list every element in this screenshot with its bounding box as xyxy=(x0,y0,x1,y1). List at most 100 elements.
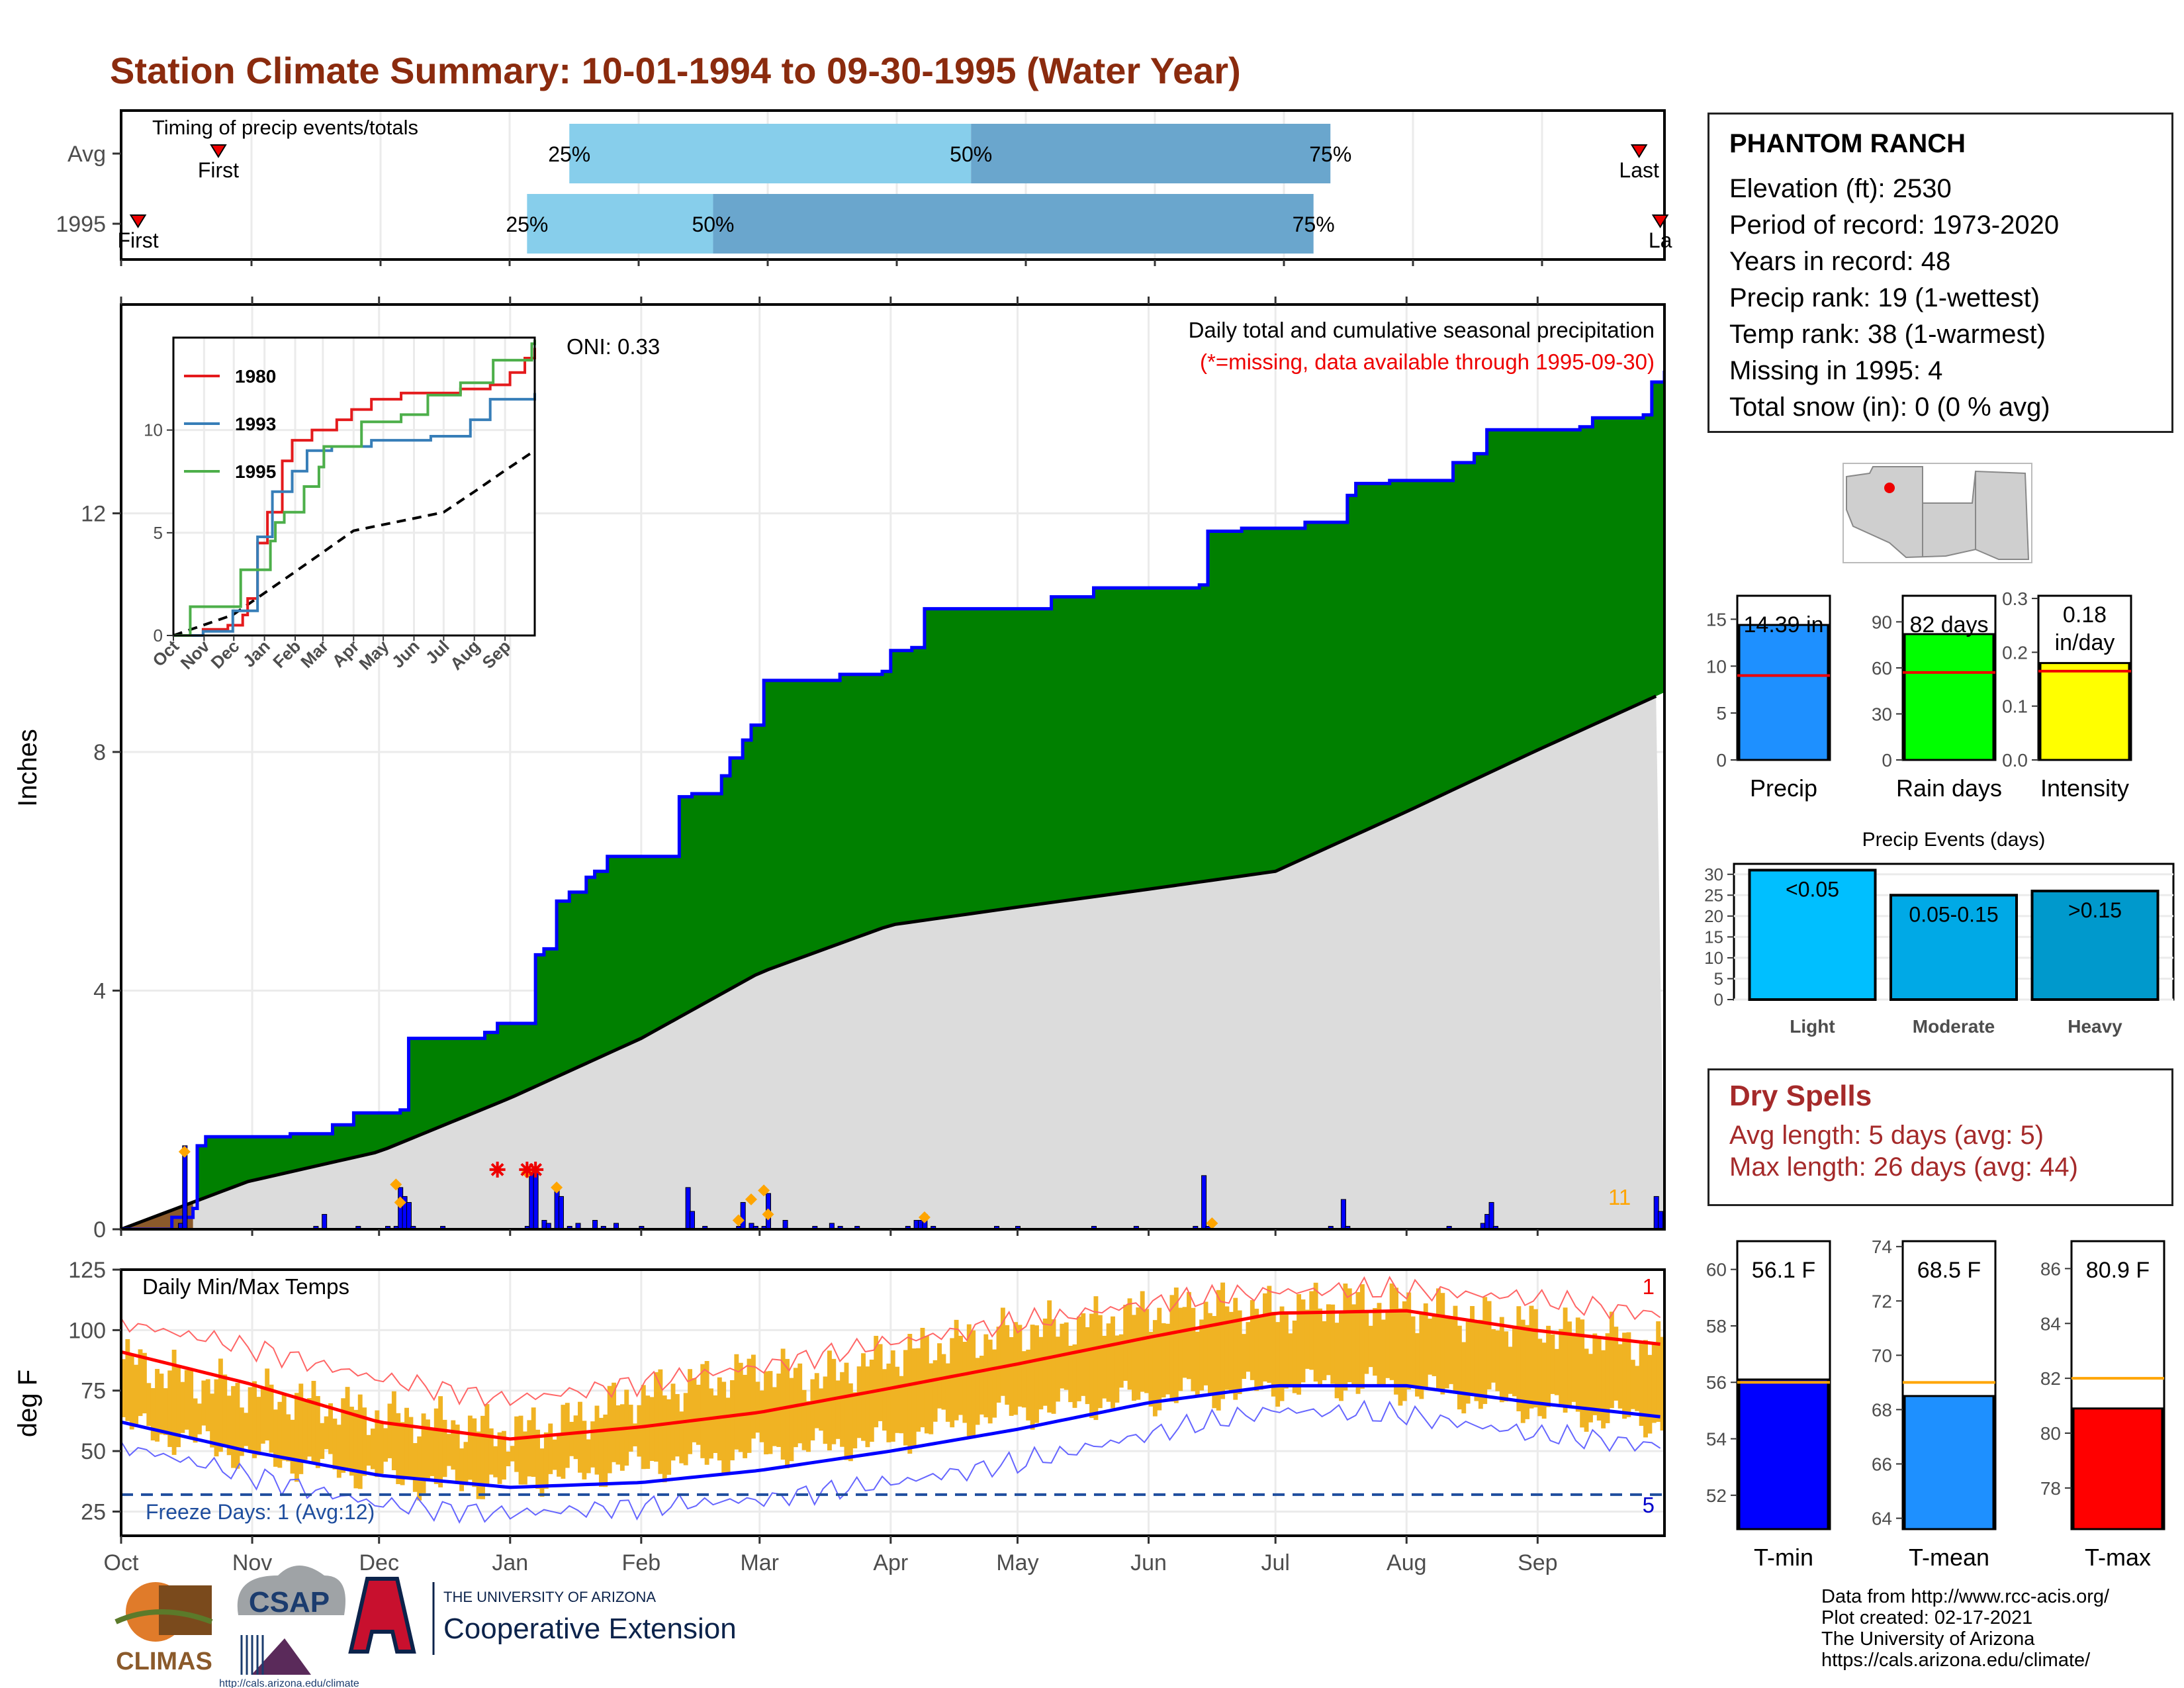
daily-precip-bar xyxy=(690,1211,696,1229)
panel-value-label: 80.9 F xyxy=(2086,1258,2150,1283)
daily-temp-bar xyxy=(856,1366,862,1438)
daily-precip-bar xyxy=(592,1219,598,1229)
daily-temp-bar xyxy=(861,1353,866,1441)
daily-temp-bar xyxy=(1000,1307,1005,1396)
climas-logo-arc xyxy=(114,1609,213,1624)
daily-temp-bar xyxy=(1410,1316,1416,1388)
page-title: Station Climate Summary: 10-01-1994 to 0… xyxy=(110,50,1241,91)
temp-frame xyxy=(120,1268,1666,1537)
daily-temp-bar xyxy=(598,1417,604,1487)
daily-temp-bar xyxy=(1609,1311,1614,1409)
daily-temp-bar xyxy=(476,1431,481,1499)
daily-temp-bar xyxy=(1038,1336,1044,1410)
daily-temp-bar xyxy=(129,1354,134,1430)
timing-bar-25-50 xyxy=(569,124,972,183)
daily-temp-bar xyxy=(561,1405,566,1479)
station-missing: Missing in 1995: 4 xyxy=(1729,356,1943,385)
daily-temp-bar xyxy=(1115,1335,1120,1403)
daily-temp-bar xyxy=(987,1339,993,1424)
daily-temp-bar xyxy=(1457,1325,1462,1410)
daily-temp-bar xyxy=(349,1407,354,1476)
daily-temp-bar xyxy=(201,1380,206,1426)
daily-temp-bar xyxy=(1512,1325,1517,1397)
precip-subtitle: (*=missing, data available through 1995-… xyxy=(1200,350,1655,374)
daily-temp-bar xyxy=(1165,1323,1170,1395)
daily-temp-bar xyxy=(189,1370,194,1438)
daily-temp-bar xyxy=(134,1364,139,1427)
daily-temp-bar xyxy=(502,1430,506,1480)
daily-temp-bar xyxy=(281,1393,287,1461)
daily-temp-bar xyxy=(1351,1304,1357,1387)
daily-temp-bar xyxy=(1402,1301,1407,1401)
daily-temp-bar xyxy=(1563,1307,1568,1413)
csap-logo-mountain xyxy=(251,1638,311,1675)
daily-temp-bar xyxy=(1267,1286,1272,1383)
daily-temp-bar xyxy=(1081,1313,1086,1396)
panel-xlabel: T-min xyxy=(1754,1544,1813,1571)
daily-temp-bar xyxy=(366,1434,371,1466)
daily-temp-bar xyxy=(1313,1282,1318,1382)
snow-marker xyxy=(918,1211,931,1223)
station-years: Years in record: 48 xyxy=(1729,247,1951,276)
temp-ytick-label: 50 xyxy=(81,1439,106,1464)
timing-25-label: 25% xyxy=(548,142,590,166)
daily-temp-bar xyxy=(1093,1296,1099,1421)
panel-ytick-label: 70 xyxy=(1872,1345,1892,1366)
temp-xtick-label: Nov xyxy=(232,1550,272,1575)
credit-university: The University of Arizona xyxy=(1821,1628,2035,1650)
panel-xlabel: Precip xyxy=(1750,774,1817,802)
panel-value-label: in/day xyxy=(2055,630,2115,655)
daily-temp-bar xyxy=(743,1374,748,1458)
panel-ytick-label: 0.1 xyxy=(2002,696,2028,717)
snow-marker xyxy=(762,1208,774,1221)
events-ytick-label: 30 xyxy=(1704,865,1723,884)
inset-xtick-label: Feb xyxy=(269,636,304,672)
daily-temp-bar xyxy=(785,1358,790,1469)
daily-temp-bar xyxy=(1242,1334,1246,1380)
daily-temp-bar xyxy=(341,1398,346,1473)
daily-temp-bar xyxy=(865,1366,870,1448)
csap-logo-cloud xyxy=(237,1566,345,1615)
daily-temp-bar xyxy=(244,1413,249,1446)
panel-ytick-label: 10 xyxy=(1706,656,1727,677)
daily-temp-bar xyxy=(683,1393,688,1466)
daily-temp-bar xyxy=(941,1354,946,1410)
daily-temp-bar xyxy=(442,1419,447,1477)
event-bar-label: <0.05 xyxy=(1786,877,1839,901)
daily-temp-bar xyxy=(226,1395,232,1456)
daily-temp-bar xyxy=(654,1372,659,1462)
daily-temp-bar xyxy=(510,1446,515,1462)
oni-label: ONI: 0.33 xyxy=(567,334,660,359)
daily-temp-bar xyxy=(231,1385,236,1468)
daily-temp-bar xyxy=(1246,1322,1251,1372)
events-ytick-label: 25 xyxy=(1704,885,1723,905)
daily-temp-bar xyxy=(696,1384,701,1445)
snow-marker xyxy=(1206,1217,1218,1229)
panel-ytick-label: 15 xyxy=(1706,609,1727,630)
daily-temp-bar xyxy=(823,1376,828,1444)
daily-temp-bar xyxy=(1592,1333,1598,1415)
daily-temp-bar xyxy=(1275,1322,1281,1407)
daily-temp-bar xyxy=(1567,1321,1572,1407)
daily-temp-bar xyxy=(1449,1316,1454,1384)
map-station-dot xyxy=(1884,483,1895,493)
daily-temp-bar xyxy=(408,1417,414,1479)
daily-temp-bar xyxy=(886,1363,891,1442)
daily-temp-bar xyxy=(1343,1283,1348,1391)
inset-xtick-label: Jul xyxy=(422,636,453,668)
daily-temp-bar xyxy=(1131,1315,1136,1401)
daily-temp-bar xyxy=(1377,1303,1382,1387)
daily-temp-bar xyxy=(1575,1317,1580,1412)
daily-temp-bar xyxy=(1334,1323,1340,1399)
daily-precip-bar xyxy=(1658,1211,1664,1229)
events-ytick-label: 0 xyxy=(1714,990,1723,1009)
daily-temp-bar xyxy=(235,1383,240,1469)
daily-temp-bar xyxy=(180,1382,185,1433)
daily-temp-bar xyxy=(1495,1330,1500,1391)
precip-title: Daily total and cumulative seasonal prec… xyxy=(1189,318,1655,342)
average-area xyxy=(121,696,1664,1229)
daily-temp-bar xyxy=(1359,1284,1365,1389)
daily-temp-bar xyxy=(1347,1288,1352,1383)
panel-ytick-label: 68 xyxy=(1872,1399,1892,1420)
timing-last-marker xyxy=(1630,144,1648,158)
